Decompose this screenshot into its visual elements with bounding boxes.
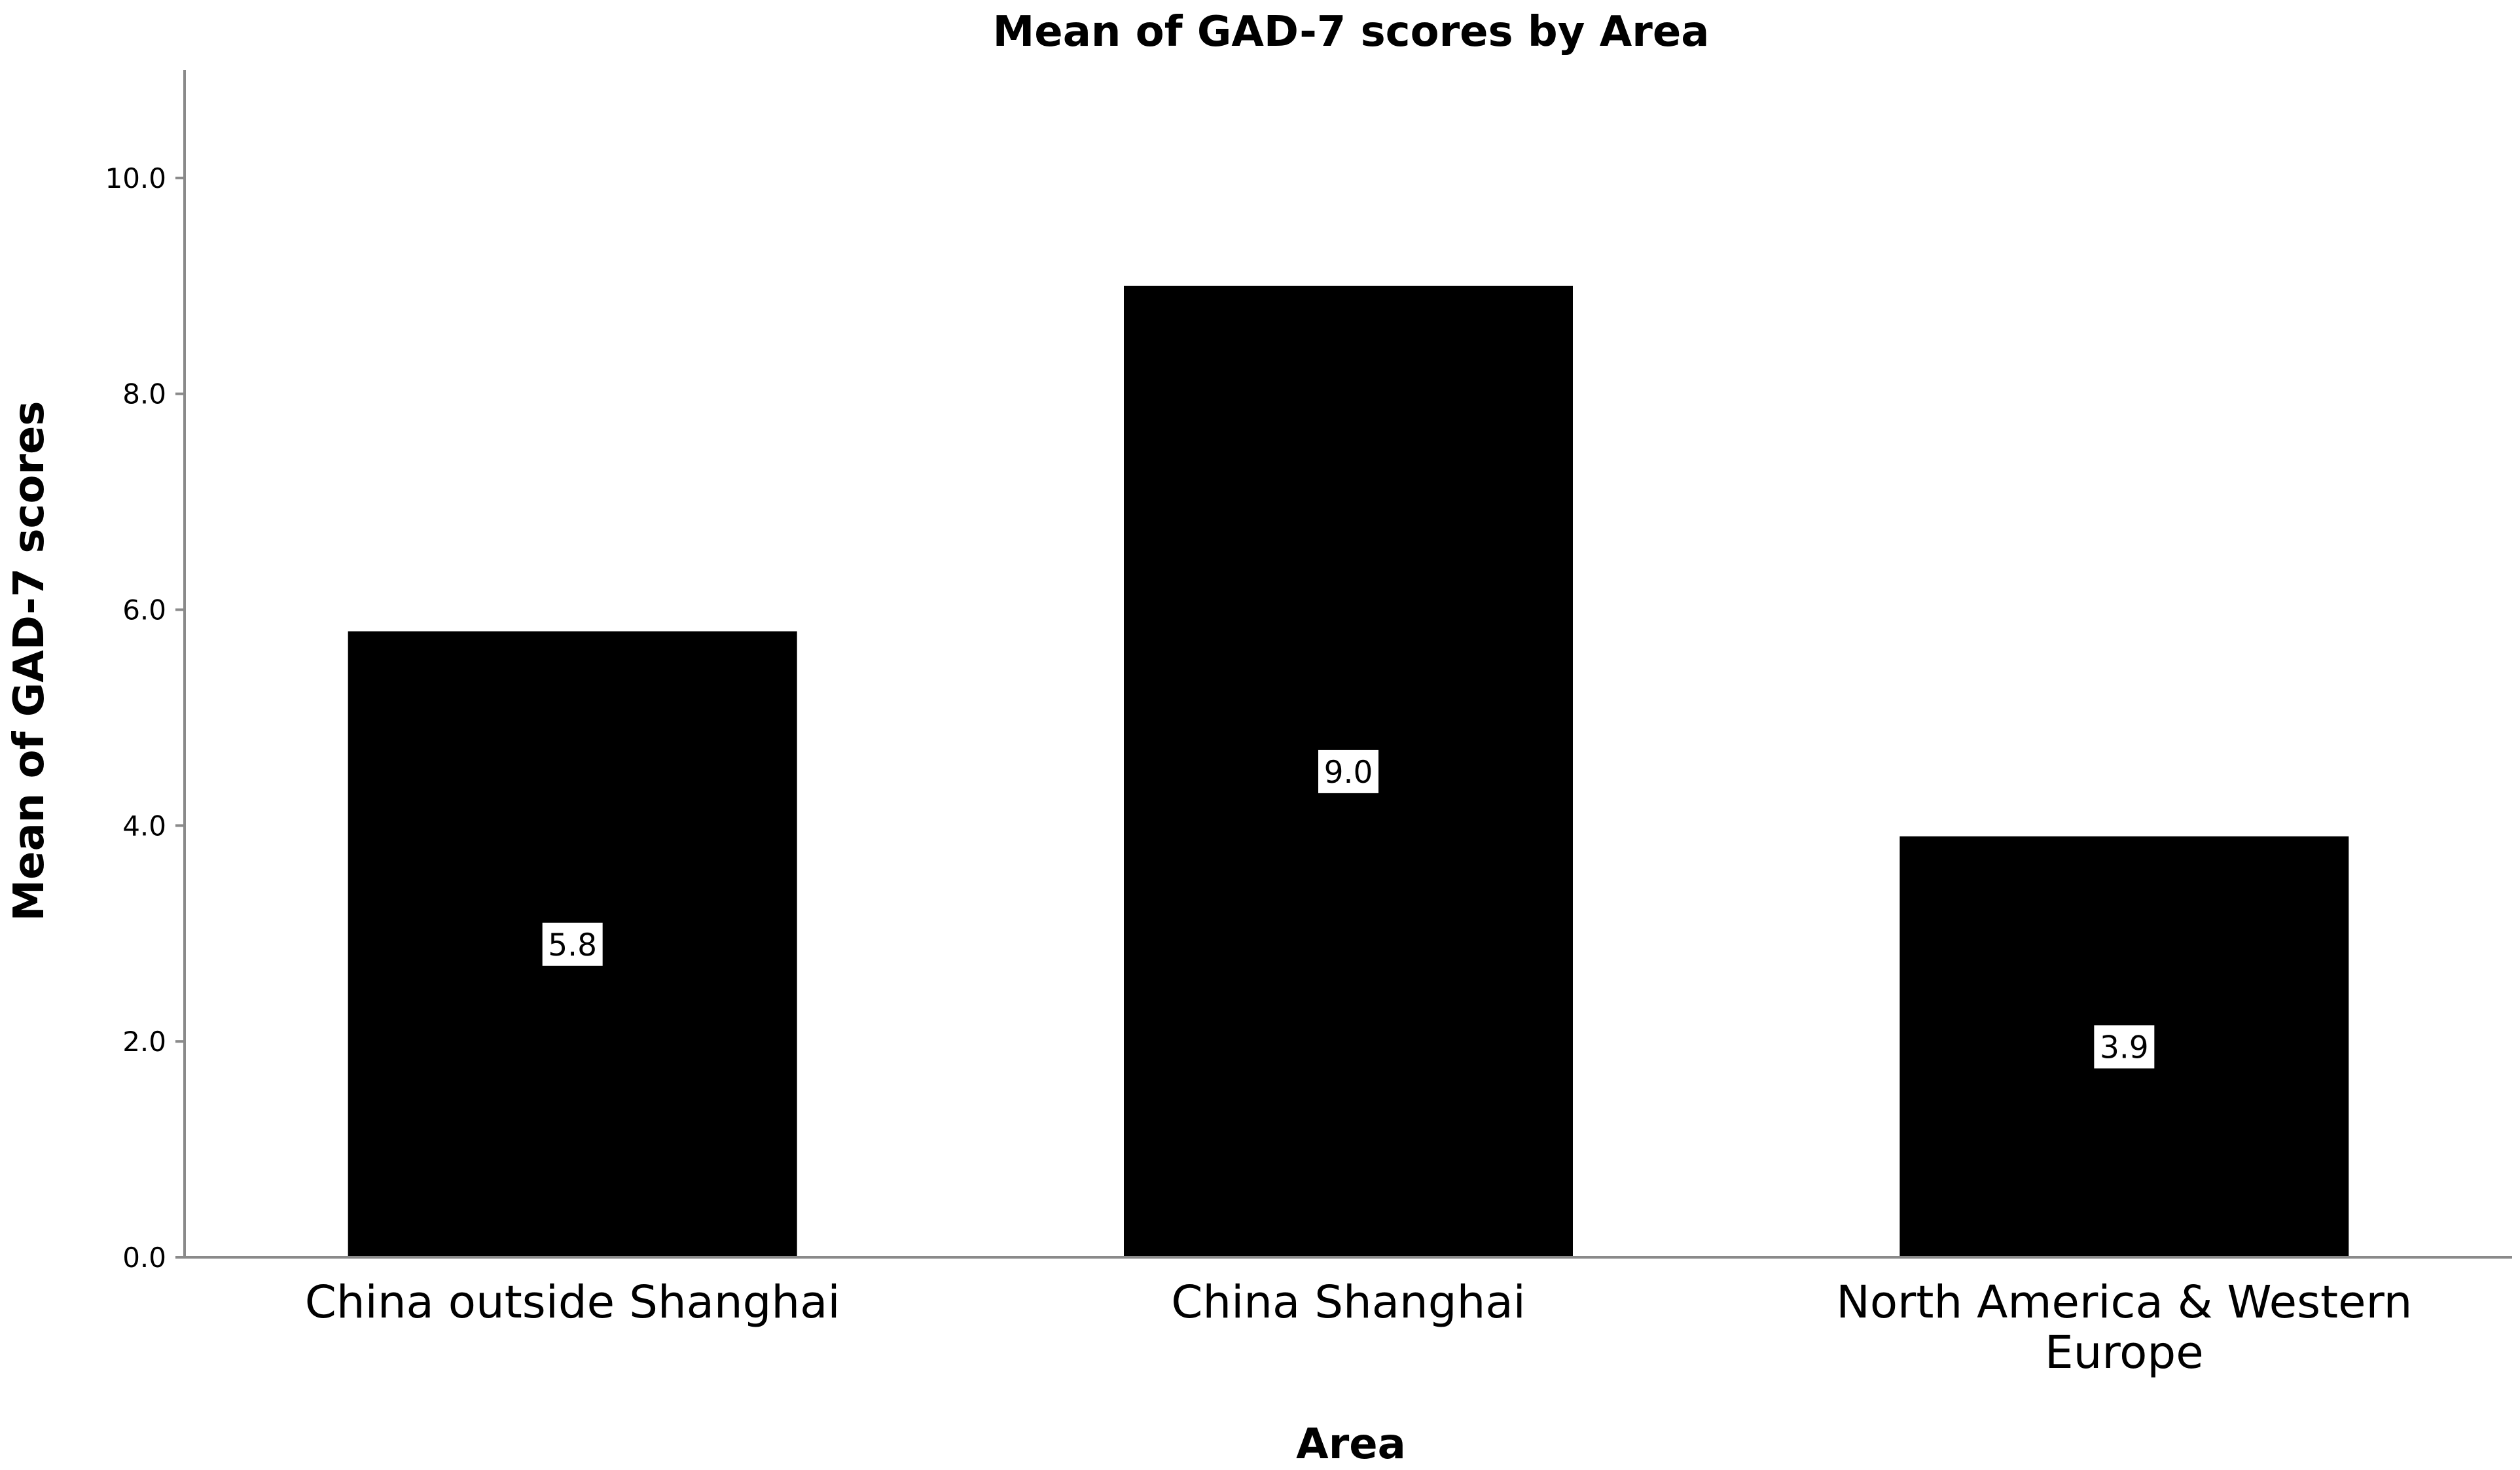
- chart-title: Mean of GAD-7 scores by Area: [993, 8, 1710, 56]
- value-label-box: [542, 922, 603, 966]
- value-label: 3.9: [2100, 1030, 2149, 1066]
- value-label: 5.8: [548, 927, 597, 963]
- x-axis-labels: China outside Shanghai China Shanghai Nort…: [305, 1276, 2413, 1379]
- value-label-box: [1318, 749, 1378, 793]
- x-axis-title: Area: [1296, 1420, 1406, 1469]
- bars: 5.8 9.0 3.9: [348, 285, 2349, 1258]
- value-label: 9.0: [1324, 755, 1373, 791]
- x-tick-label: China outside Shanghai: [305, 1276, 840, 1329]
- value-label-box: [2094, 1025, 2155, 1069]
- x-tick-label: China Shanghai: [1171, 1276, 1526, 1329]
- y-tick-label: 8.0: [122, 378, 166, 410]
- x-tick-label: North America & Western Europe: [1836, 1276, 2412, 1379]
- y-axis-title: Mean of GAD-7 scores: [5, 401, 54, 921]
- y-tick-label: 0.0: [122, 1242, 166, 1274]
- y-tick-label: 6.0: [122, 594, 166, 626]
- y-tick-label: 10.0: [105, 162, 166, 194]
- y-tick-label: 4.0: [122, 810, 166, 842]
- y-axis-ticks: 0.0 2.0 4.0 6.0 8.0 10.0: [105, 162, 185, 1274]
- y-tick-label: 2.0: [122, 1026, 166, 1058]
